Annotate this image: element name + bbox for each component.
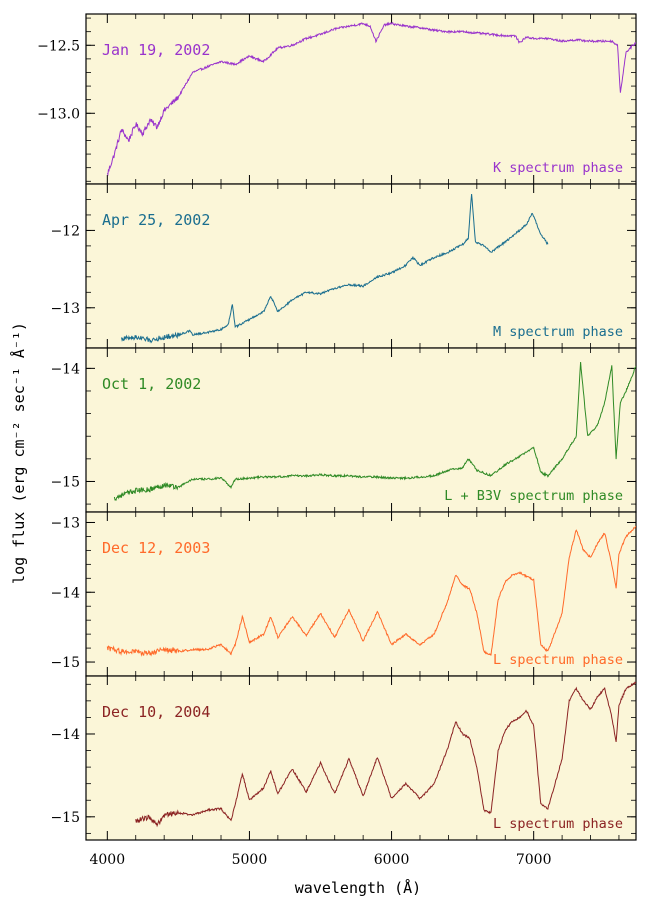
x-axis-ticks: 4000 5000 6000 7000 (89, 852, 551, 868)
spectrum-panel: −15 −14 Oct 1, 2002 L + B3V spectrum phase (50, 347, 637, 513)
y-tick-label: −14 (50, 361, 80, 377)
y-tick-label: −12 (50, 223, 80, 239)
panel-phase-label: K spectrum phase (493, 160, 623, 176)
y-tick-label: −14 (50, 727, 80, 743)
y-tick-label: −15 (50, 655, 80, 671)
panel-phase-label: L spectrum phase (493, 816, 623, 832)
x-tick-label: 4000 (89, 852, 125, 868)
spectrum-line (113, 361, 636, 501)
panel-phase-label: M spectrum phase (493, 324, 623, 340)
spectrum-line (106, 21, 636, 177)
y-tick-label: −12.5 (37, 38, 80, 54)
panel-phase-label: L spectrum phase (493, 652, 623, 668)
panel-date-label: Jan 19, 2002 (102, 41, 210, 59)
y-tick-label: −15 (50, 474, 80, 490)
y-axis-label: log flux (erg cm⁻² sec⁻¹ Å⁻¹) (9, 322, 28, 584)
y-tick-label: −13.0 (37, 106, 80, 122)
spectrum-panel: −15 −14 −13 Dec 12, 2003 L spectrum phase (50, 511, 637, 677)
panel-date-label: Dec 10, 2004 (102, 703, 210, 721)
panel-date-label: Oct 1, 2002 (102, 375, 201, 393)
x-axis-label: wavelength (Å) (295, 878, 421, 897)
y-tick-label: −14 (50, 585, 80, 601)
spectrum-panel: −13 −12 Apr 25, 2002 M spectrum phase (50, 183, 637, 349)
spectrum-line (121, 193, 549, 344)
spectrum-line (106, 525, 636, 657)
panel-phase-label: L + B3V spectrum phase (444, 488, 623, 504)
y-tick-label: −13 (50, 301, 80, 317)
y-tick-label: −15 (50, 810, 80, 826)
panel-frame (85, 183, 637, 349)
x-tick-label: 7000 (516, 852, 552, 868)
spectrum-panel: −13.0 −12.5 Jan 19, 2002 K spectrum phase (37, 13, 637, 185)
spectrum-panel: −15 −14 Dec 10, 2004 L spectrum phase (50, 675, 637, 841)
panel-date-label: Dec 12, 2003 (102, 539, 210, 557)
x-tick-label: 5000 (232, 852, 268, 868)
panel-frame (85, 347, 637, 513)
panel-date-label: Apr 25, 2002 (102, 211, 210, 229)
x-tick-label: 6000 (374, 852, 410, 868)
y-tick-label: −13 (50, 515, 80, 531)
spectrum-line (135, 681, 636, 828)
